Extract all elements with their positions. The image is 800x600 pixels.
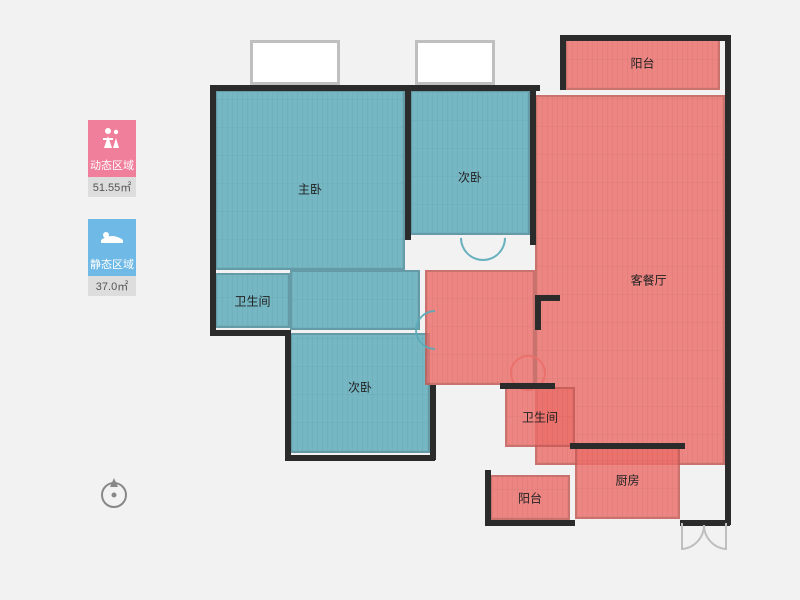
wall [285,330,291,460]
room-balcony-bot: 阳台 [490,475,570,520]
label-bedroom3: 次卧 [348,379,372,396]
wall [485,520,575,526]
legend-dynamic: 动态区域 51.55㎡ [82,120,142,197]
label-kitchen: 厨房 [615,471,639,488]
room-balcony-top: 阳台 [565,35,720,90]
room-bedroom3: 次卧 [290,333,430,453]
wall [530,85,536,245]
ext-balcony-2 [415,40,495,85]
wall [210,85,540,91]
room-hall-static [290,270,420,330]
wall [405,85,411,240]
sleep-icon [88,219,136,253]
wall [210,330,290,336]
room-bedroom2: 次卧 [410,90,530,235]
wall [285,455,435,461]
label-bedroom2: 次卧 [458,168,482,185]
wall [430,385,436,460]
legend-dynamic-value: 51.55㎡ [88,177,136,197]
legend-static: 静态区域 37.0㎡ [82,219,142,296]
legend-static-value: 37.0㎡ [88,276,136,296]
label-master-bedroom: 主卧 [298,180,322,197]
wall [210,85,216,335]
wall [725,35,731,525]
label-balcony-top: 阳台 [630,54,654,71]
wall [570,443,685,449]
legend-static-title: 静态区域 [88,253,136,276]
wall [560,35,566,90]
wall [535,295,541,330]
people-icon [88,120,136,154]
wall [560,35,725,41]
room-bath1: 卫生间 [215,273,290,328]
legend-dynamic-title: 动态区域 [88,154,136,177]
label-living: 客餐厅 [631,272,667,289]
wall [500,383,555,389]
entry-door-icon [680,523,728,553]
room-master-bedroom: 主卧 [215,90,405,270]
label-bath1: 卫生间 [234,292,270,309]
floorplan: 主卧 次卧 卫生间 次卧 阳台 客餐厅 卫生间 厨房 阳台 [210,35,730,560]
ext-balcony-1 [250,40,340,85]
room-kitchen: 厨房 [575,447,680,519]
label-bath2: 卫生间 [522,409,558,426]
legend-panel: 动态区域 51.55㎡ 静态区域 37.0㎡ [82,120,142,318]
room-bath2: 卫生间 [505,387,575,447]
compass-icon [96,475,132,511]
label-balcony-bot: 阳台 [518,489,542,506]
wall [485,470,491,525]
